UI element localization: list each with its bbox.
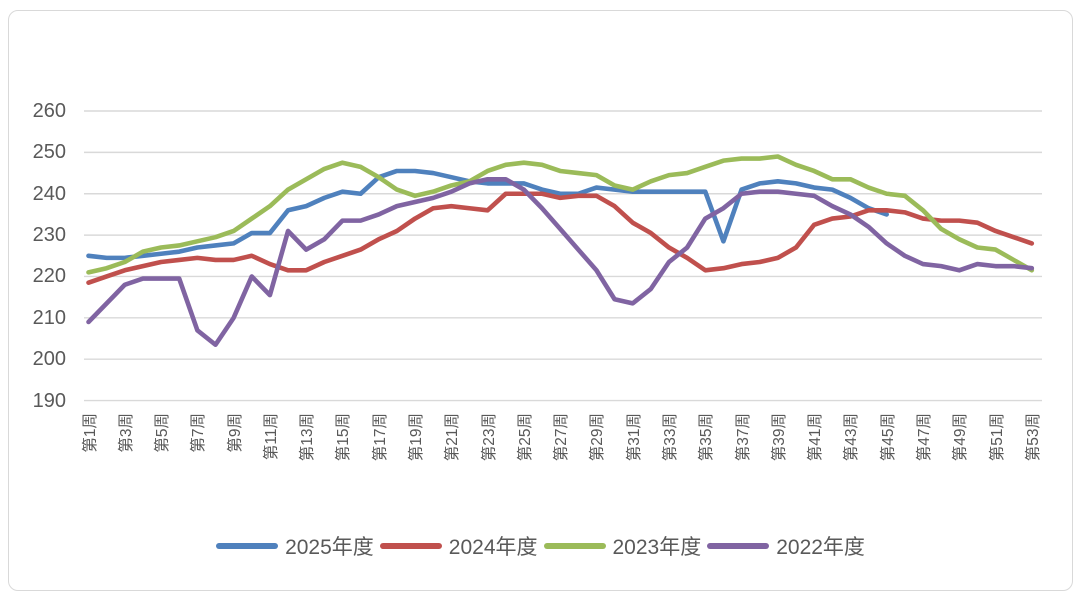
series-line-2023年度 — [86, 154, 1035, 275]
x-axis-label: 第51周 — [988, 413, 1006, 462]
x-axis-label: 第37周 — [734, 413, 752, 462]
x-axis-label: 第49周 — [952, 413, 970, 462]
x-axis-label: 第19周 — [408, 413, 426, 462]
x-axis-label: 第39周 — [770, 413, 788, 462]
legend-label: 2022年度 — [776, 536, 865, 559]
x-axis-label: 第11周 — [262, 413, 280, 461]
legend-item-2022年度: 2022年度 — [707, 531, 865, 561]
legend-label: 2023年度 — [612, 536, 702, 559]
x-axis-label: 第53周 — [1024, 413, 1042, 462]
y-axis-label: 210 — [32, 306, 66, 329]
x-axis-label: 第7周 — [190, 413, 208, 453]
x-axis-label: 第33周 — [661, 413, 679, 462]
x-axis-label: 第3周 — [117, 413, 135, 453]
y-axis-label: 250 — [32, 141, 66, 164]
legend-label: 2025年度 — [285, 536, 374, 559]
x-axis-label: 第47周 — [915, 413, 933, 462]
legend-item-2025年度: 2025年度 — [216, 531, 374, 561]
x-axis-label: 第21周 — [444, 413, 462, 462]
legend-swatch — [707, 543, 770, 549]
x-axis-label: 第23周 — [480, 413, 498, 462]
x-axis-label: 第9周 — [226, 413, 244, 453]
x-axis-label: 第41周 — [807, 413, 825, 462]
series-line-2024年度 — [86, 191, 1035, 285]
legend-swatch — [543, 543, 606, 549]
x-axis-label: 第13周 — [299, 413, 317, 462]
y-axis-label: 260 — [32, 100, 66, 122]
legend-swatch — [379, 543, 442, 549]
x-axis-label: 第43周 — [843, 413, 861, 462]
y-axis-label: 220 — [32, 265, 66, 288]
legend-item-2024年度: 2024年度 — [379, 531, 538, 561]
x-axis-label: 第5周 — [154, 413, 172, 453]
x-axis-label: 第45周 — [879, 413, 897, 462]
y-axis-label: 190 — [32, 389, 66, 412]
x-axis-label: 第1周 — [81, 413, 99, 453]
series-line-2022年度 — [86, 176, 1035, 348]
x-axis-label: 第17周 — [371, 413, 389, 462]
x-axis-label: 第25周 — [516, 413, 534, 462]
x-axis-label: 第29周 — [589, 413, 607, 462]
legend-label: 2024年度 — [448, 536, 538, 559]
legend: 2025年度 2024年度 2023年度 2022年度 — [0, 531, 1081, 561]
series-line-2025年度 — [86, 168, 889, 261]
y-axis-label: 240 — [32, 182, 66, 205]
x-axis-label: 第15周 — [335, 413, 353, 462]
legend-item-2023年度: 2023年度 — [543, 531, 702, 561]
x-axis-label: 第31周 — [625, 413, 643, 462]
x-axis-label: 第27周 — [553, 413, 571, 462]
y-axis-label: 200 — [32, 348, 66, 371]
y-axis-label: 230 — [32, 224, 66, 247]
x-axis-label: 第35周 — [698, 413, 716, 462]
legend-swatch — [216, 543, 279, 549]
